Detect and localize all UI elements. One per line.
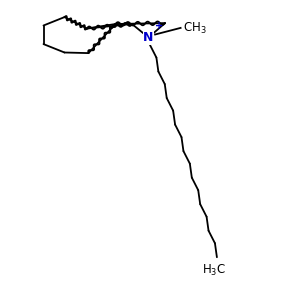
Text: N: N xyxy=(143,31,154,44)
Text: +: + xyxy=(155,21,163,31)
Text: CH$_3$: CH$_3$ xyxy=(183,21,207,36)
Text: H$_3$C: H$_3$C xyxy=(202,262,226,278)
